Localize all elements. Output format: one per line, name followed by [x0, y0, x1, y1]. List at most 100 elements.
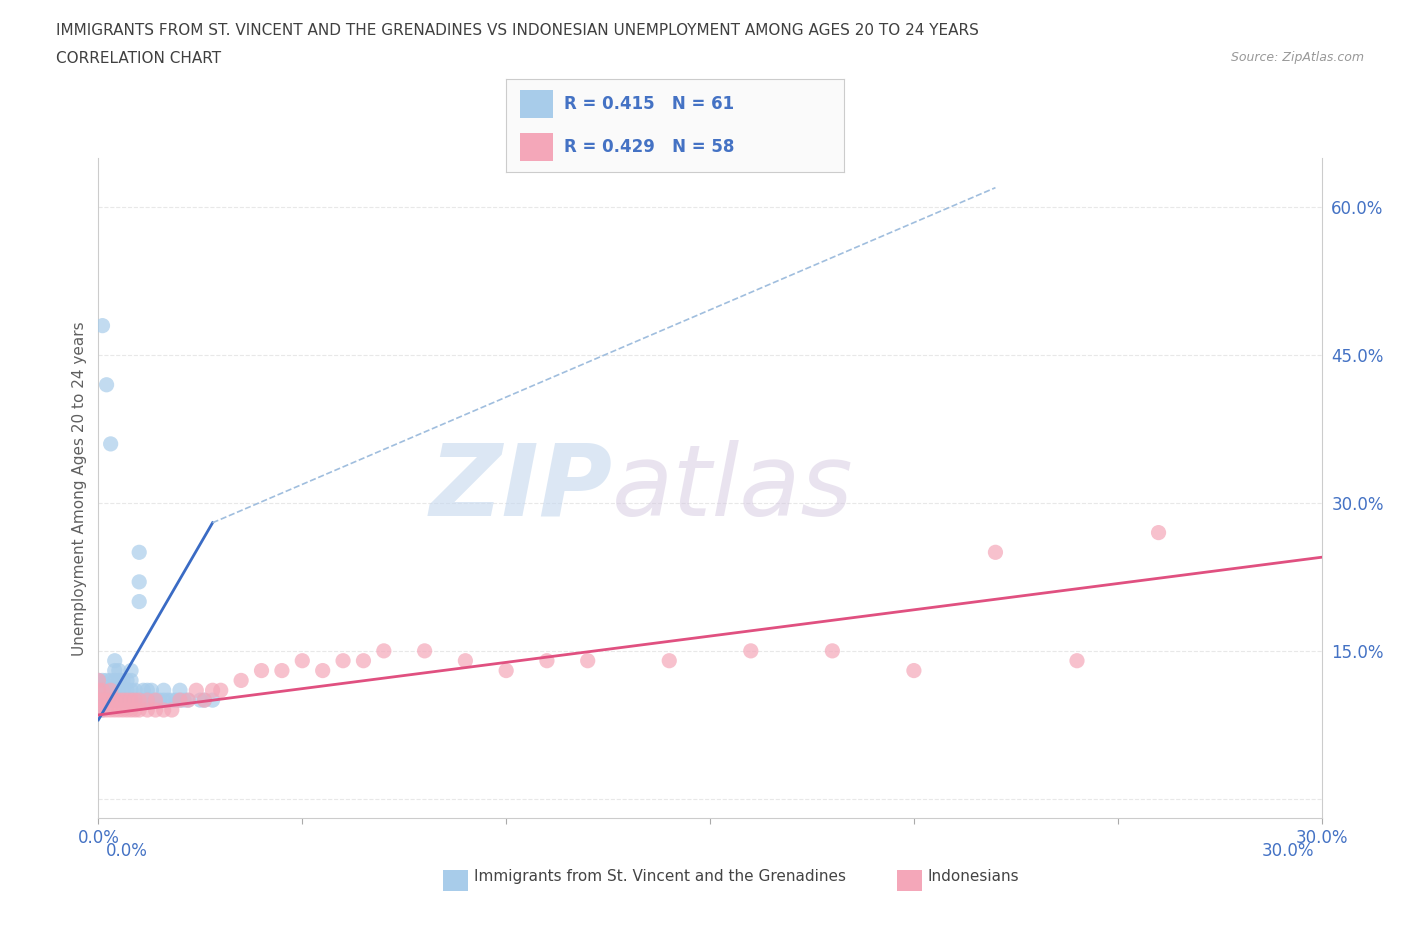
- Point: [536, 653, 558, 668]
- Point: [87, 673, 110, 688]
- Point: [91, 693, 114, 708]
- Point: [128, 545, 150, 560]
- Point: [87, 683, 110, 698]
- Point: [495, 663, 517, 678]
- Text: IMMIGRANTS FROM ST. VINCENT AND THE GRENADINES VS INDONESIAN UNEMPLOYMENT AMONG : IMMIGRANTS FROM ST. VINCENT AND THE GREN…: [56, 23, 979, 38]
- Point: [128, 702, 150, 717]
- Point: [96, 693, 118, 708]
- Point: [124, 683, 146, 698]
- Point: [100, 673, 122, 688]
- Point: [169, 693, 191, 708]
- Point: [111, 673, 134, 688]
- Point: [141, 693, 163, 708]
- Point: [128, 594, 150, 609]
- Point: [120, 693, 142, 708]
- Point: [87, 673, 110, 688]
- Point: [115, 673, 138, 688]
- Point: [108, 702, 131, 717]
- Text: R = 0.429   N = 58: R = 0.429 N = 58: [564, 138, 734, 156]
- Point: [100, 693, 122, 708]
- Point: [124, 693, 146, 708]
- Point: [156, 693, 179, 708]
- Point: [201, 693, 224, 708]
- Point: [100, 436, 122, 451]
- Point: [104, 683, 127, 698]
- Point: [108, 683, 131, 698]
- Point: [141, 683, 163, 698]
- Point: [145, 702, 167, 717]
- Point: [291, 653, 314, 668]
- Point: [160, 693, 183, 708]
- Point: [165, 693, 187, 708]
- Point: [270, 663, 294, 678]
- Point: [100, 693, 122, 708]
- Point: [104, 693, 127, 708]
- FancyBboxPatch shape: [520, 90, 554, 118]
- Point: [120, 673, 142, 688]
- Point: [100, 683, 122, 698]
- Point: [903, 663, 925, 678]
- Point: [96, 693, 118, 708]
- Point: [201, 683, 224, 698]
- Point: [152, 702, 174, 717]
- Point: [120, 663, 142, 678]
- Point: [132, 683, 155, 698]
- Point: [136, 693, 159, 708]
- Point: [209, 683, 232, 698]
- Point: [108, 663, 131, 678]
- Text: ZIP: ZIP: [429, 440, 612, 537]
- Point: [332, 653, 354, 668]
- Text: 30.0%: 30.0%: [1263, 842, 1315, 859]
- Point: [100, 702, 122, 717]
- FancyBboxPatch shape: [520, 133, 554, 161]
- Text: R = 0.415   N = 61: R = 0.415 N = 61: [564, 95, 734, 113]
- Point: [188, 693, 212, 708]
- Point: [173, 693, 195, 708]
- Point: [136, 702, 159, 717]
- Point: [152, 683, 174, 698]
- Point: [658, 653, 681, 668]
- Point: [576, 653, 599, 668]
- Point: [91, 693, 114, 708]
- Point: [111, 702, 134, 717]
- Point: [821, 644, 844, 658]
- Point: [96, 673, 118, 688]
- Text: Indonesians: Indonesians: [928, 869, 1019, 883]
- Point: [149, 693, 172, 708]
- Point: [1147, 525, 1170, 540]
- Point: [87, 693, 110, 708]
- Point: [740, 644, 762, 658]
- Point: [136, 693, 159, 708]
- Point: [91, 702, 114, 717]
- Point: [1066, 653, 1088, 668]
- Point: [91, 318, 114, 333]
- Point: [111, 693, 134, 708]
- Point: [115, 693, 138, 708]
- Text: Source: ZipAtlas.com: Source: ZipAtlas.com: [1230, 51, 1364, 64]
- Point: [96, 378, 118, 392]
- Point: [128, 575, 150, 590]
- Point: [104, 653, 127, 668]
- Point: [120, 693, 142, 708]
- Point: [186, 683, 208, 698]
- Point: [91, 683, 114, 698]
- Point: [152, 693, 174, 708]
- Point: [312, 663, 335, 678]
- Point: [169, 683, 191, 698]
- Point: [193, 693, 215, 708]
- Point: [128, 693, 150, 708]
- Point: [984, 545, 1007, 560]
- Point: [104, 673, 127, 688]
- Point: [124, 702, 146, 717]
- Point: [177, 693, 200, 708]
- Point: [120, 702, 142, 717]
- Point: [124, 693, 146, 708]
- Text: CORRELATION CHART: CORRELATION CHART: [56, 51, 221, 66]
- Point: [108, 673, 131, 688]
- Point: [115, 693, 138, 708]
- Point: [352, 653, 374, 668]
- Point: [115, 702, 138, 717]
- Point: [87, 683, 110, 698]
- Point: [91, 683, 114, 698]
- Point: [193, 693, 215, 708]
